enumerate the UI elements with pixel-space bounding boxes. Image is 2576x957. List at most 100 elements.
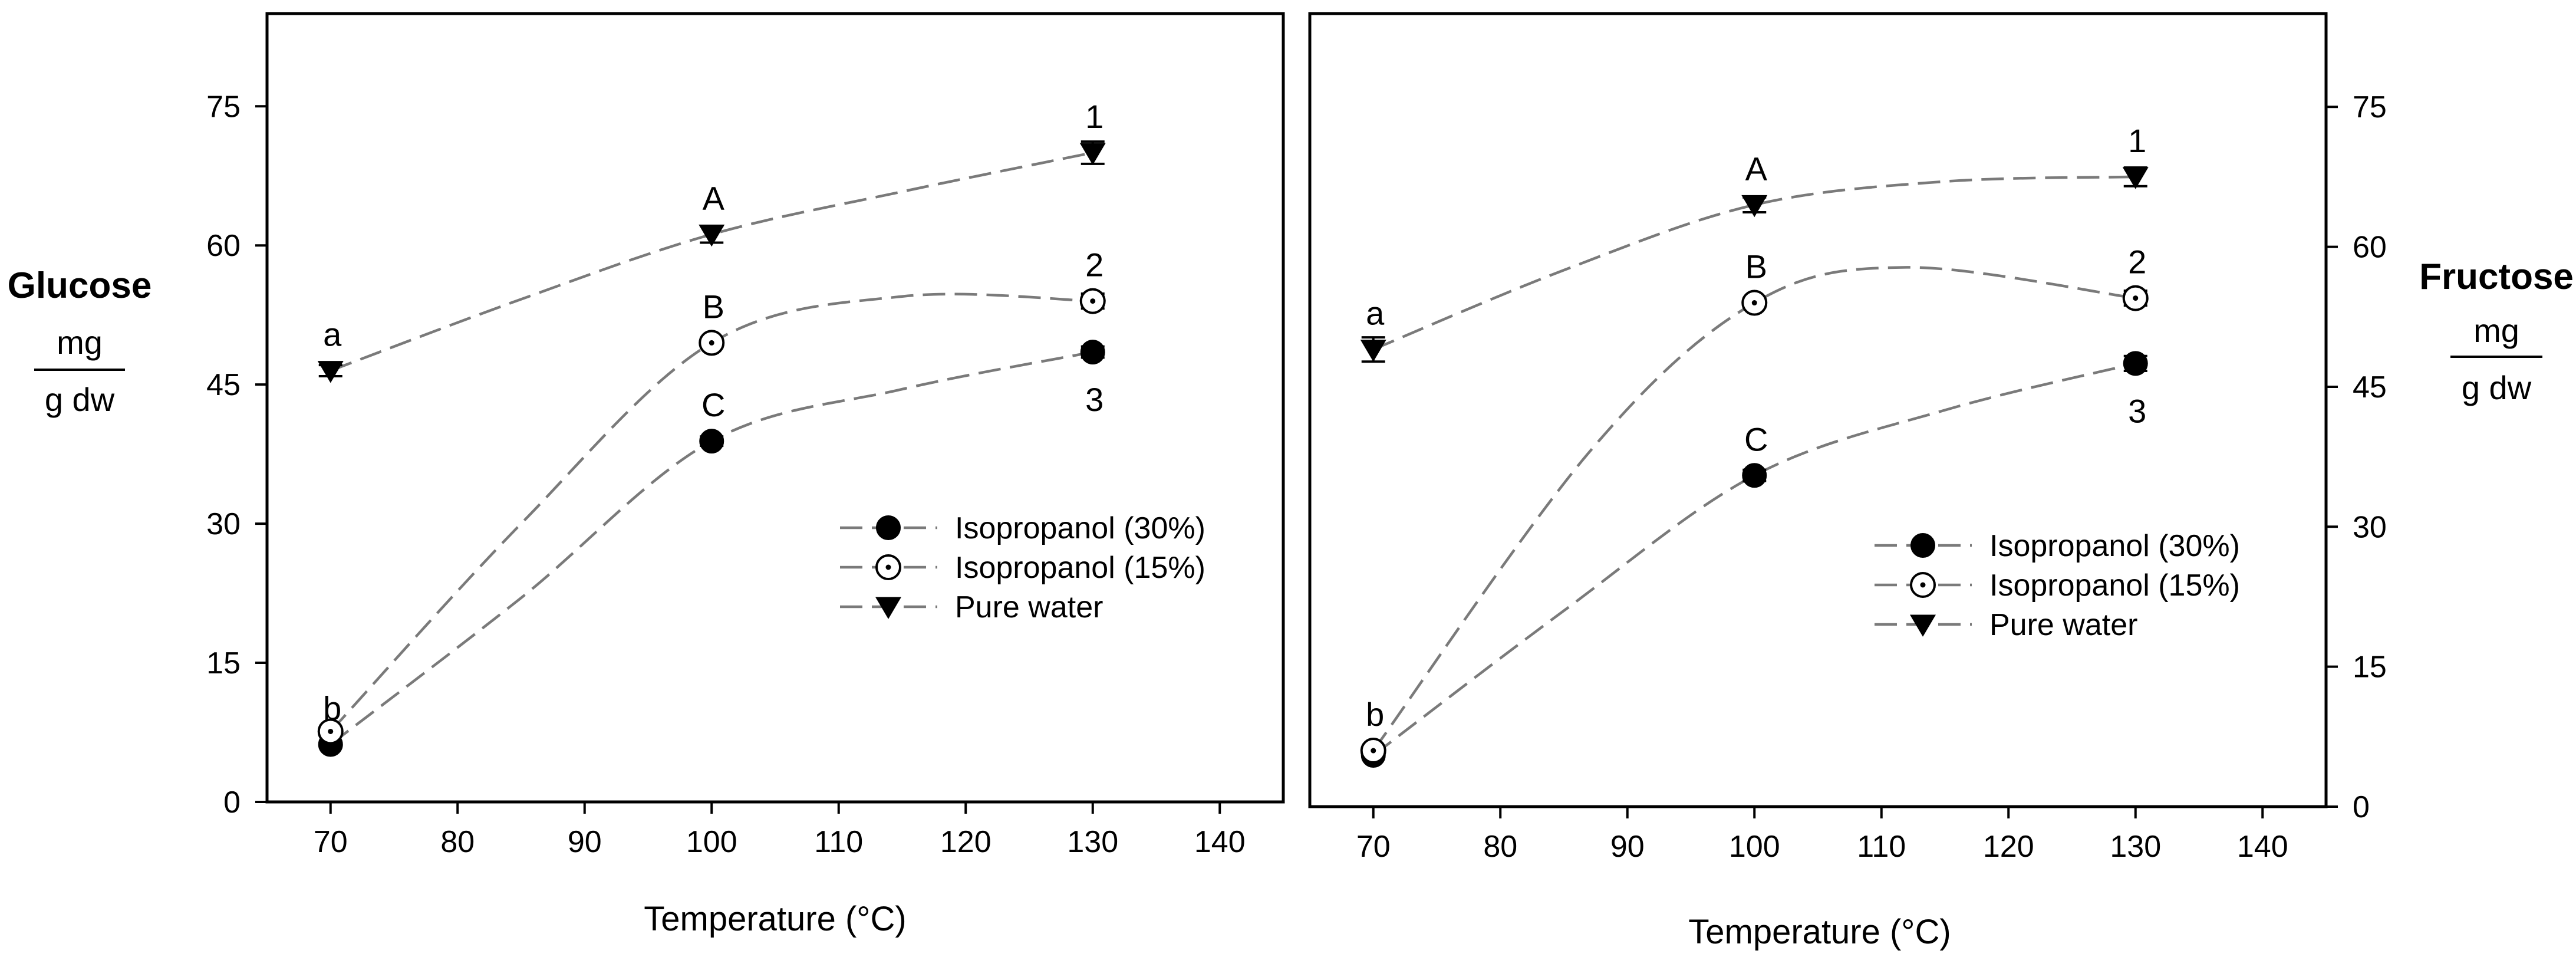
fructose-x-axis-title: Temperature (°C) [1688,913,1951,951]
glucose-plot-frame [265,12,1285,804]
glucose-pure-water-sig-label: a [323,316,342,353]
fructose-legend-label-pure-water: Pure water [1989,608,2137,642]
glucose-isopropanol-15-sig-label: 2 [1085,246,1103,284]
fructose-x-tick-label: 100 [1729,830,1780,864]
fructose-pure-water-point [1741,195,1768,218]
glucose-pure-water-point [1079,143,1106,165]
fructose-isopropanol-15-sig-label: b [1366,696,1384,733]
glucose-pure-water-sig-label: 1 [1085,98,1103,135]
fructose-markers [1360,166,2149,768]
glucose-isopropanol-30-sig-label: b [323,689,341,726]
glucose-pure-water-point [317,361,344,383]
fructose-pure-water-curve [1372,175,2136,351]
glucose-significance-labels: b C 3 B 2 a A 1 [323,98,1103,727]
glucose-panel: 70 80 90 100 110 120 130 140 0 15 30 45 60 75 b C 3 B 2 a… [8,12,1285,938]
glucose-pure-water-curve [330,151,1093,372]
fructose-isopropanol-15-sig-label: 2 [2128,244,2146,281]
fructose-legend-item-pure-water: Pure water [1875,608,2137,642]
fructose-isopropanol-15-curve [1372,266,2136,752]
fructose-y-tick-label: 15 [2353,650,2387,685]
fructose-y-tick-label: 30 [2353,510,2387,544]
fructose-pure-water-sig-label: A [1745,150,1768,187]
fructose-legend-marker-isopropanol-30 [1910,533,1935,558]
glucose-legend-marker-isopropanol-15 [875,554,901,580]
fructose-pure-water-sig-label: a [1366,295,1385,332]
glucose-x-tick-label: 70 [314,825,348,859]
glucose-y-tick-label: 45 [206,368,241,402]
fructose-isopropanol-30-sig-label: C [1744,420,1768,458]
glucose-y-unit-denominator: g dw [45,381,115,418]
fructose-y-tick-label: 60 [2353,231,2387,265]
fructose-pure-water-point [2122,167,2149,189]
glucose-legend-label-pure-water: Pure water [955,590,1103,624]
fructose-isopropanol-30-point [2123,351,2148,376]
glucose-isopropanol-30-point [1080,340,1105,365]
fructose-x-tick-label: 120 [1983,830,2034,864]
fructose-isopropanol-15-sig-label: B [1745,248,1767,285]
fructose-panel: 70 80 90 100 110 120 130 140 0 15 30 45 60 75 C 3 b B 2 a… [1308,12,2574,951]
glucose-y-tick-label: 30 [206,507,241,541]
glucose-legend: Isopropanol (30%) Isopropanol (15%) Pure w… [840,511,1205,624]
fructose-x-tick-label: 140 [2237,830,2288,864]
fructose-legend: Isopropanol (30%) Isopropanol (15%) Pure w… [1875,529,2240,642]
glucose-isopropanol-15-point [1079,288,1106,314]
fructose-y-axis-title: Fructose [2419,256,2574,297]
glucose-y-unit-numerator: mg [57,324,103,361]
glucose-legend-item-isopropanol-15: Isopropanol (15%) [840,551,1205,585]
glucose-y-tick-label: 75 [206,90,241,124]
glucose-isopropanol-15-point [699,330,725,356]
glucose-x-tick-label: 130 [1067,825,1118,859]
fructose-y-unit-numerator: mg [2473,312,2519,349]
fructose-x-tick-label: 110 [1857,830,1906,864]
fructose-isopropanol-15-point [1741,290,1768,316]
glucose-legend-marker-pure-water [875,597,901,619]
fructose-y-axis: 0 15 30 45 60 75 [2326,90,2387,824]
glucose-legend-label-isopropanol-15: Isopropanol (15%) [955,551,1205,585]
glucose-isopropanol-30-point [699,429,724,454]
glucose-legend-item-isopropanol-30: Isopropanol (30%) [840,511,1205,545]
fructose-isopropanol-15-point [2122,285,2149,311]
glucose-isopropanol-30-sig-label: C [701,386,725,423]
glucose-x-tick-label: 100 [686,825,737,859]
glucose-pure-water-point [699,224,725,247]
glucose-x-tick-label: 120 [940,825,991,859]
fructose-x-axis: 70 80 90 100 110 120 130 140 [1356,807,2288,864]
glucose-legend-item-pure-water: Pure water [840,590,1103,624]
glucose-isopropanol-30-sig-label: 3 [1085,381,1103,418]
fructose-legend-item-isopropanol-30: Isopropanol (30%) [1875,529,2240,563]
fructose-legend-label-isopropanol-15: Isopropanol (15%) [1989,568,2240,603]
glucose-pure-water-sig-label: A [703,179,725,216]
glucose-isopropanol-15-curve [330,292,1093,733]
fructose-x-tick-label: 80 [1483,830,1517,864]
glucose-curves [330,151,1093,746]
fructose-pure-water-point [1360,340,1386,362]
glucose-y-axis: 0 15 30 45 60 75 [206,90,267,820]
glucose-x-tick-label: 80 [440,825,475,859]
fructose-significance-labels: C 3 b B 2 a A 1 [1366,122,2146,733]
fructose-x-tick-label: 90 [1610,830,1645,864]
glucose-x-tick-label: 90 [568,825,602,859]
fructose-x-tick-label: 70 [1356,830,1391,864]
glucose-isopropanol-15-point [317,718,344,745]
fructose-y-unit-denominator: g dw [2462,369,2532,406]
glucose-markers [317,140,1106,757]
glucose-y-axis-title: Glucose [8,265,152,306]
fructose-y-tick-label: 45 [2353,370,2387,404]
fructose-isopropanol-30-point [1742,463,1767,488]
fructose-pure-water-sig-label: 1 [2128,122,2146,159]
fructose-isopropanol-30-sig-label: 3 [2128,392,2146,429]
glucose-x-tick-label: 110 [814,825,863,859]
fructose-legend-item-isopropanol-15: Isopropanol (15%) [1875,568,2240,603]
glucose-x-axis: 70 80 90 100 110 120 130 140 [314,802,1246,859]
fructose-legend-marker-isopropanol-15 [1910,572,1936,598]
fructose-legend-label-isopropanol-30: Isopropanol (30%) [1989,529,2240,563]
fructose-legend-marker-pure-water [1910,614,1936,637]
glucose-x-tick-label: 140 [1194,825,1246,859]
glucose-legend-label-isopropanol-30: Isopropanol (30%) [955,511,1205,545]
fructose-y-tick-label: 75 [2353,90,2387,124]
glucose-isopropanol-30-curve [330,350,1093,746]
glucose-legend-marker-isopropanol-30 [876,515,901,540]
glucose-y-tick-label: 0 [223,785,241,820]
fructose-x-tick-label: 130 [2110,830,2161,864]
